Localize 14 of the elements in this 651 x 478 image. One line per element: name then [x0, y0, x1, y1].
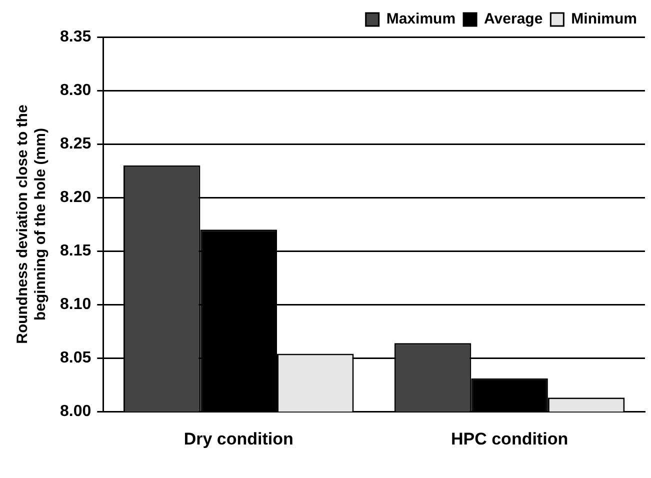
- legend-label: Average: [484, 10, 543, 28]
- legend-label: Minimum: [571, 10, 638, 28]
- y-tick-label: 8.35: [60, 28, 92, 46]
- legend-label: Maximum: [386, 10, 456, 28]
- y-tick-label: 8.25: [60, 135, 92, 152]
- y-axis-title: Roundness deviation close to the beginning of the hole (mm): [14, 104, 50, 344]
- y-tick-label: 8.15: [60, 242, 92, 260]
- x-tick-label: HPC condition: [450, 429, 568, 448]
- y-tick-label: 8.05: [60, 349, 92, 366]
- y-tick-label: 8.00: [60, 403, 92, 420]
- y-tick-label: 8.10: [60, 296, 92, 313]
- y-tick-label: 8.20: [60, 188, 92, 206]
- x-tick-label: Dry condition: [184, 429, 294, 448]
- y-tick-label: 8.30: [60, 82, 92, 99]
